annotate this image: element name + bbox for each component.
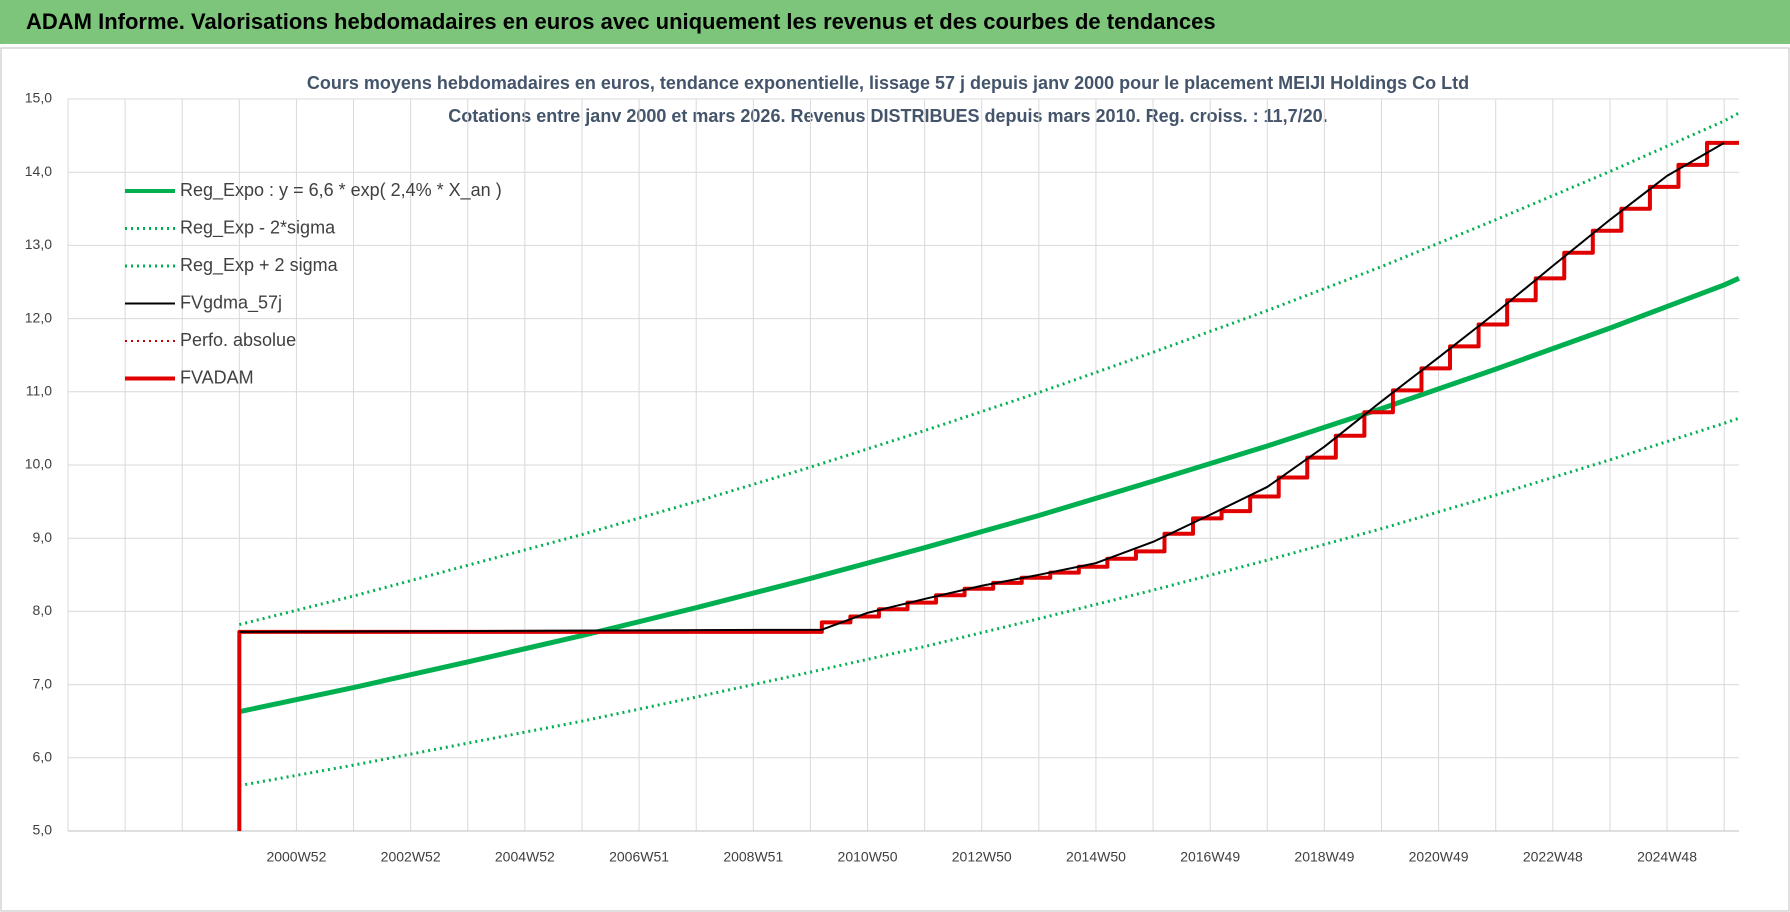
y-tick-label: 10,0 xyxy=(25,456,52,472)
legend-label: Reg_Exp + 2 sigma xyxy=(180,255,339,276)
y-tick-label: 6,0 xyxy=(33,749,53,765)
y-tick-label: 14,0 xyxy=(25,163,52,179)
x-tick-label: 2000W52 xyxy=(266,849,326,865)
chart-title: Cours moyens hebdomadaires en euros, ten… xyxy=(307,73,1469,93)
x-tick-label: 2016W49 xyxy=(1180,849,1240,865)
y-tick-label: 8,0 xyxy=(33,602,53,618)
y-tick-label: 7,0 xyxy=(33,675,53,691)
series-line xyxy=(238,276,1741,715)
x-tick-label: 2020W49 xyxy=(1409,849,1469,865)
x-tick-label: 2004W52 xyxy=(495,849,555,865)
x-tick-label: 2018W49 xyxy=(1294,849,1354,865)
legend-label: FVADAM xyxy=(180,367,254,387)
header-title: ADAM Informe. Valorisations hebdomadaire… xyxy=(26,9,1216,34)
x-tick-label: 2010W50 xyxy=(838,849,898,865)
x-tick-label: 2014W50 xyxy=(1066,849,1126,865)
chart-frame xyxy=(0,47,1790,912)
legend-label: FVgdma_57j xyxy=(180,292,282,313)
x-tick-label: 2006W51 xyxy=(609,849,669,865)
y-tick-label: 11,0 xyxy=(26,383,52,399)
header-bar xyxy=(0,0,1790,44)
y-tick-label: 12,0 xyxy=(25,309,52,325)
legend-label: Perfo. absolue xyxy=(180,330,296,350)
series-line xyxy=(237,140,1739,831)
legend-label: Reg_Expo : y = 6,6 * exp( 2,4% * X_an ) xyxy=(180,180,502,201)
x-tick-label: 2022W48 xyxy=(1523,849,1583,865)
y-tick-label: 5,0 xyxy=(33,822,53,838)
x-tick-label: 2002W52 xyxy=(381,849,441,865)
chart-subtitle: Cotations entre janv 2000 et mars 2026. … xyxy=(448,106,1327,126)
series-line xyxy=(239,142,1725,633)
x-tick-label: 2008W51 xyxy=(723,849,783,865)
x-tick-label: 2012W50 xyxy=(952,849,1012,865)
series-line xyxy=(239,416,1740,788)
y-tick-label: 9,0 xyxy=(33,529,53,545)
x-tick-label: 2024W48 xyxy=(1637,849,1697,865)
y-tick-label: 15,0 xyxy=(25,90,52,106)
legend-label: Reg_Exp - 2*sigma xyxy=(180,217,336,238)
y-tick-label: 13,0 xyxy=(25,236,52,252)
